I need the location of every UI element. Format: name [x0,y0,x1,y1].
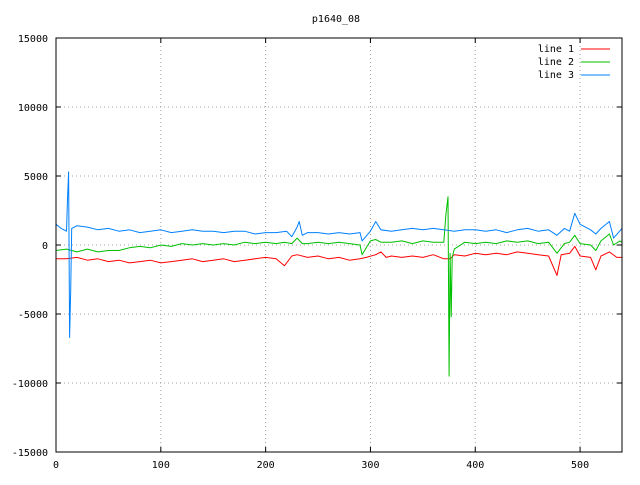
y-tick-label: -10000 [12,379,48,390]
y-tick-label: 5000 [24,172,48,183]
legend-label: line 1 [538,44,574,55]
x-tick-label: 200 [257,460,275,471]
legend-label: line 3 [538,70,574,81]
x-tick-label: 300 [361,460,379,471]
series-line-2 [55,196,623,377]
x-tick-label: 100 [152,460,170,471]
chart-title: p1640_08 [312,14,360,25]
legend: line 1 line 2 line 3 [538,44,610,81]
x-tick-label: 0 [53,460,59,471]
axis-ticks: 0 100 200 300 400 500 -15000 -10000 -5000 0 5000 10… [12,34,622,471]
series-lines [55,171,623,377]
series-line-1 [56,245,622,276]
y-tick-label: 15000 [18,34,48,45]
series-line-3 [55,171,623,338]
y-tick-label: 10000 [18,103,48,114]
legend-label: line 2 [538,57,574,68]
x-tick-label: 400 [466,460,484,471]
y-tick-label: -15000 [12,448,48,459]
x-tick-label: 500 [571,460,589,471]
y-tick-label: 0 [42,241,48,252]
y-tick-label: -5000 [18,310,48,321]
grid [56,38,622,452]
